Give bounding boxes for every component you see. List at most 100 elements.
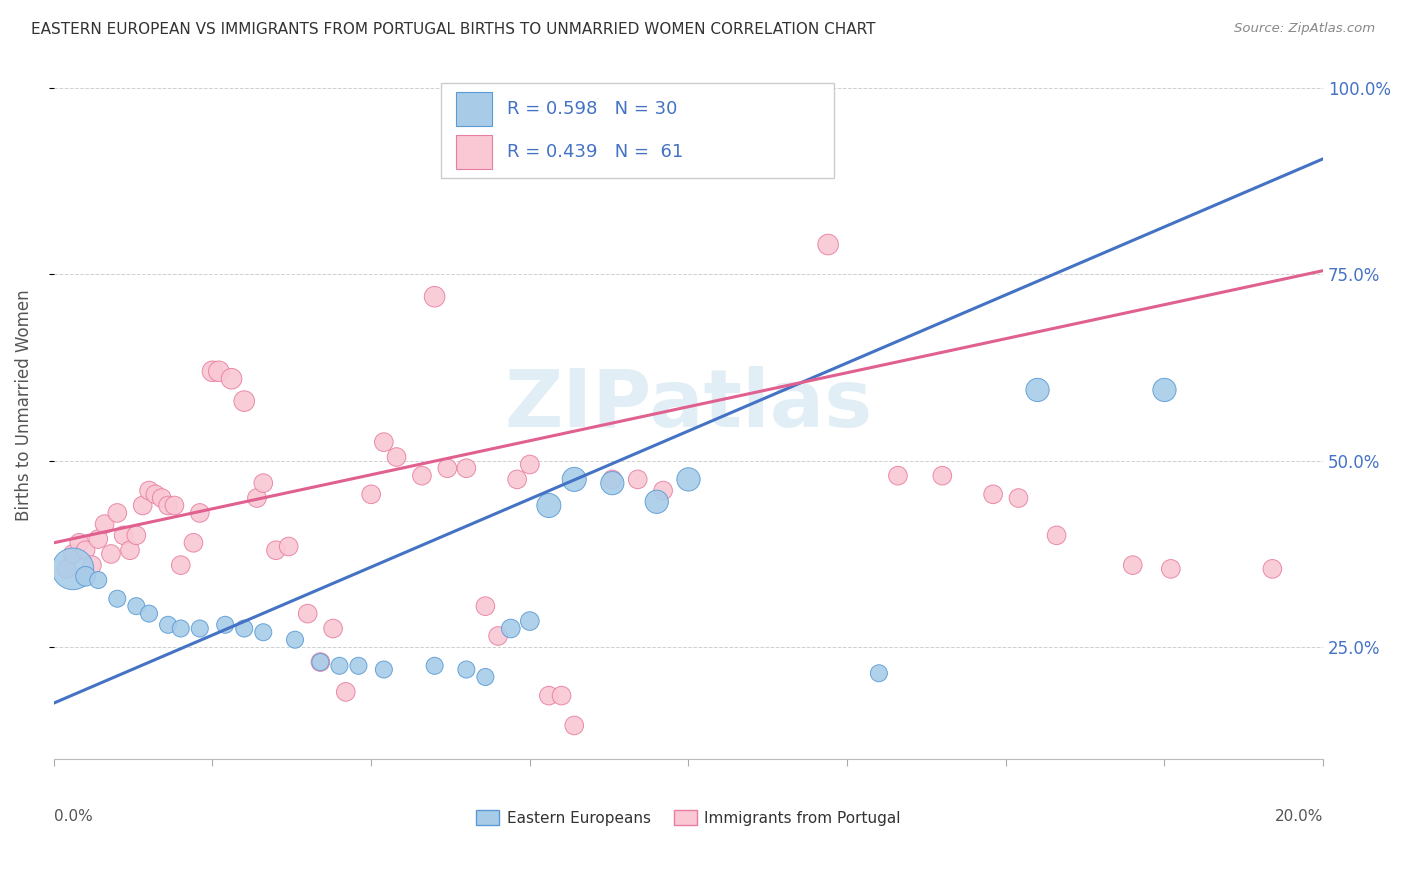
Text: 20.0%: 20.0% — [1275, 808, 1323, 823]
Text: EASTERN EUROPEAN VS IMMIGRANTS FROM PORTUGAL BIRTHS TO UNMARRIED WOMEN CORRELATI: EASTERN EUROPEAN VS IMMIGRANTS FROM PORT… — [31, 22, 876, 37]
Point — [562, 472, 585, 486]
Point — [170, 558, 193, 573]
Point — [690, 111, 713, 125]
Point — [1160, 562, 1182, 576]
Point — [474, 599, 496, 614]
Point — [1153, 383, 1175, 397]
Point — [221, 372, 243, 386]
Point — [93, 517, 115, 532]
Point — [627, 472, 650, 486]
Point — [423, 290, 446, 304]
Text: 0.0%: 0.0% — [53, 808, 93, 823]
Point — [75, 543, 97, 558]
Point — [537, 499, 560, 513]
Point — [157, 617, 180, 632]
Point — [373, 663, 395, 677]
FancyBboxPatch shape — [456, 135, 492, 169]
Point — [981, 487, 1004, 501]
Point — [652, 483, 675, 498]
Point — [150, 491, 173, 505]
Point — [157, 499, 180, 513]
Point — [75, 569, 97, 583]
Y-axis label: Births to Unmarried Women: Births to Unmarried Women — [15, 289, 32, 521]
Point — [887, 468, 910, 483]
Point — [373, 435, 395, 450]
Point — [233, 622, 256, 636]
Text: R = 0.598   N = 30: R = 0.598 N = 30 — [508, 100, 678, 118]
Point — [602, 476, 624, 491]
Point — [550, 689, 572, 703]
Point — [80, 558, 103, 573]
Point — [456, 461, 478, 475]
Point — [170, 622, 193, 636]
Point — [252, 625, 274, 640]
Point — [55, 562, 77, 576]
Point — [562, 718, 585, 732]
Point — [214, 617, 236, 632]
Point — [246, 491, 269, 505]
Point — [62, 547, 84, 561]
Legend: Eastern Europeans, Immigrants from Portugal: Eastern Europeans, Immigrants from Portu… — [477, 810, 901, 826]
Point — [741, 111, 763, 125]
Point — [138, 483, 160, 498]
Point — [87, 532, 110, 546]
Point — [436, 461, 458, 475]
Point — [1122, 558, 1144, 573]
Point — [678, 472, 700, 486]
Point — [347, 658, 370, 673]
Point — [506, 472, 529, 486]
Point — [297, 607, 319, 621]
Point — [1007, 491, 1029, 505]
Point — [322, 622, 344, 636]
Point — [233, 394, 256, 409]
Point — [486, 629, 509, 643]
Point — [284, 632, 307, 647]
Point — [309, 655, 332, 669]
Point — [87, 573, 110, 587]
Point — [423, 658, 446, 673]
Point — [309, 655, 332, 669]
Point — [105, 506, 128, 520]
Point — [817, 237, 839, 252]
Point — [385, 450, 408, 464]
Point — [456, 663, 478, 677]
Point — [645, 495, 668, 509]
Point — [163, 499, 186, 513]
Point — [125, 599, 148, 614]
Point — [145, 487, 167, 501]
Point — [62, 562, 84, 576]
Text: R = 0.439   N =  61: R = 0.439 N = 61 — [508, 143, 683, 161]
Point — [252, 476, 274, 491]
Point — [112, 528, 135, 542]
Point — [1045, 528, 1067, 542]
Text: ZIPatlas: ZIPatlas — [505, 366, 873, 444]
Point — [188, 622, 211, 636]
Point — [868, 666, 890, 681]
Point — [105, 591, 128, 606]
Point — [183, 535, 205, 549]
Point — [1026, 383, 1049, 397]
Point — [131, 499, 153, 513]
Point — [519, 614, 541, 628]
Point — [277, 540, 299, 554]
Text: Source: ZipAtlas.com: Source: ZipAtlas.com — [1234, 22, 1375, 36]
Point — [138, 607, 160, 621]
Point — [118, 543, 141, 558]
Point — [208, 364, 231, 378]
FancyBboxPatch shape — [441, 83, 834, 178]
Point — [201, 364, 224, 378]
Point — [67, 535, 90, 549]
Point — [474, 670, 496, 684]
Point — [411, 468, 433, 483]
Point — [537, 689, 560, 703]
Point — [499, 622, 522, 636]
Point — [328, 658, 350, 673]
Point — [360, 487, 382, 501]
Point — [602, 472, 624, 486]
Point — [1261, 562, 1284, 576]
Point — [264, 543, 287, 558]
Point — [100, 547, 122, 561]
FancyBboxPatch shape — [456, 92, 492, 126]
Point — [188, 506, 211, 520]
Point — [931, 468, 953, 483]
